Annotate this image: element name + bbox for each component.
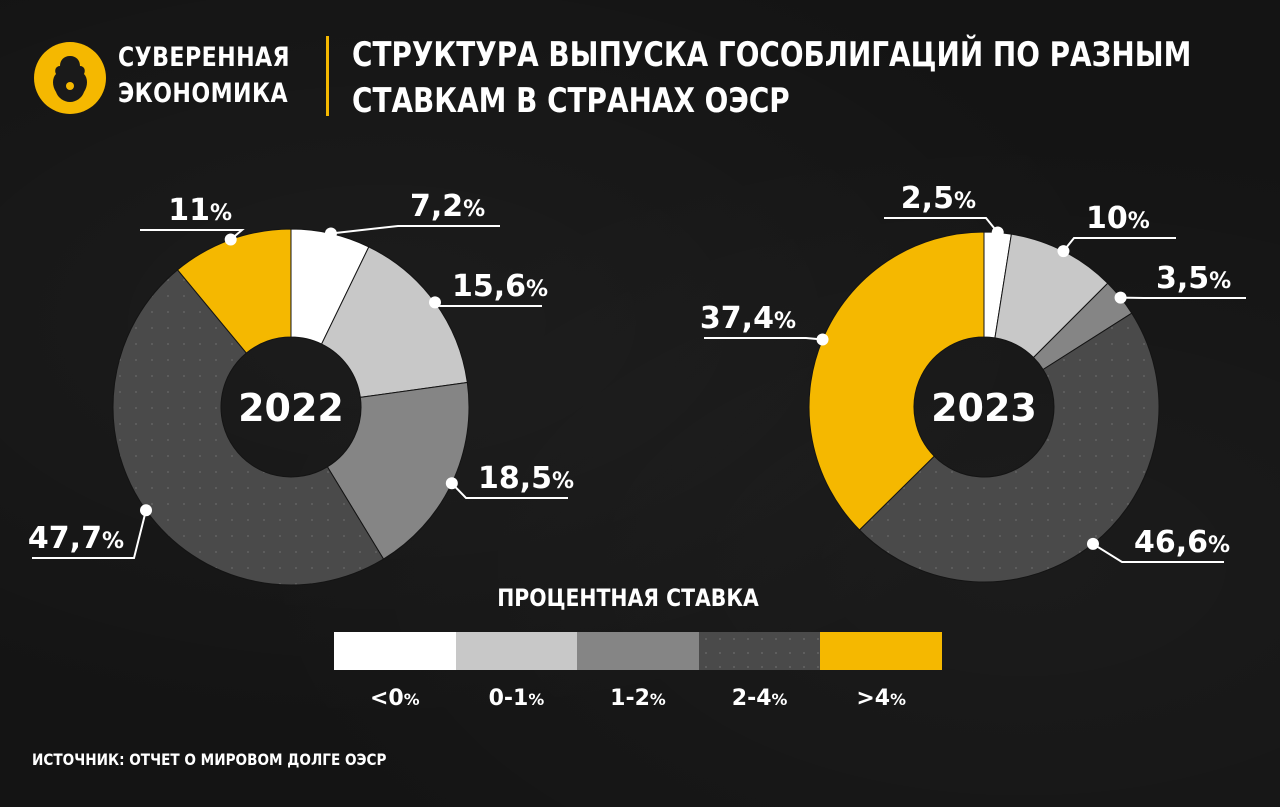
brand-line-1: СУВЕРЕННАЯ (118, 42, 291, 73)
brand-name: СУВЕРЕННАЯ ЭКОНОМИКА (118, 40, 290, 112)
data-label: 46,6% (1134, 525, 1230, 560)
data-label: 11% (168, 193, 232, 228)
legend-label: 2-4% (731, 686, 788, 711)
data-label: 47,7% (28, 521, 124, 556)
leader-dot (1114, 291, 1127, 304)
donut-center-label: 2022 (238, 386, 344, 430)
legend-swatch (334, 632, 456, 670)
brand-line-2: ЭКОНОМИКА (118, 78, 289, 109)
donut-segment (112, 269, 385, 586)
leader-line (330, 225, 500, 235)
donut-segment (808, 231, 985, 531)
legend-label: 0-1% (488, 686, 545, 711)
legend-swatch (698, 632, 821, 670)
legend-label: >4% (856, 686, 906, 711)
leader-line (1092, 543, 1224, 563)
legend-swatch (820, 632, 942, 670)
donut-segment (858, 312, 1160, 583)
leader-dot (324, 227, 337, 240)
source-note: ИСТОЧНИК: ОТЧЕТ О МИРОВОМ ДОЛГЕ ОЭСР (32, 750, 387, 769)
donut-segment (176, 228, 292, 354)
legend-label: <0% (369, 686, 420, 711)
legend-bar (334, 632, 942, 670)
leader-line (451, 482, 568, 499)
title-line-1: СТРУКТУРА ВЫПУСКА ГОСОБЛИГАЦИЙ ПО РАЗНЫМ (352, 35, 1192, 75)
legend-label: 1-2% (610, 686, 666, 711)
donut-center-label: 2023 (931, 386, 1037, 430)
data-label: 15,6% (452, 269, 548, 304)
leader-dot (445, 477, 458, 490)
header-divider (326, 36, 329, 116)
leader-dot (224, 233, 237, 246)
leader-line (884, 217, 999, 234)
title-line-2: СТАВКАМ В СТРАНАХ ОЭСР (352, 81, 790, 121)
leader-dot (991, 226, 1004, 239)
logo (34, 42, 106, 114)
leader-line (704, 337, 823, 341)
legend-swatch (577, 632, 699, 670)
data-label: 18,5% (478, 461, 574, 496)
leader-dot (1086, 537, 1099, 550)
leader-dot (429, 296, 442, 309)
data-label: 10% (1086, 201, 1150, 236)
bear-icon (53, 56, 87, 102)
leader-dot (1057, 245, 1070, 258)
data-label: 37,4% (700, 301, 796, 336)
leader-line (1062, 237, 1176, 252)
legend-title: ПРОЦЕНТНАЯ СТАВКА (497, 584, 759, 612)
data-label: 2,5% (901, 181, 976, 216)
legend-swatch (455, 632, 578, 670)
data-label: 3,5% (1156, 261, 1231, 296)
legend-labels: <0% 0-1% 1-2% 2-4% >4% (334, 686, 942, 711)
donut-segment (320, 246, 468, 398)
page-title: СТРУКТУРА ВЫПУСКА ГОСОБЛИГАЦИЙ ПО РАЗНЫМ… (352, 32, 1191, 124)
data-label: 7,2% (410, 189, 485, 224)
header: СУВЕРЕННАЯ ЭКОНОМИКА СТРУКТУРА ВЫПУСКА Г… (30, 28, 1260, 121)
leader-dot (140, 504, 153, 517)
donut-segment (326, 381, 470, 560)
leader-line (32, 510, 147, 559)
leader-dot (816, 333, 829, 346)
